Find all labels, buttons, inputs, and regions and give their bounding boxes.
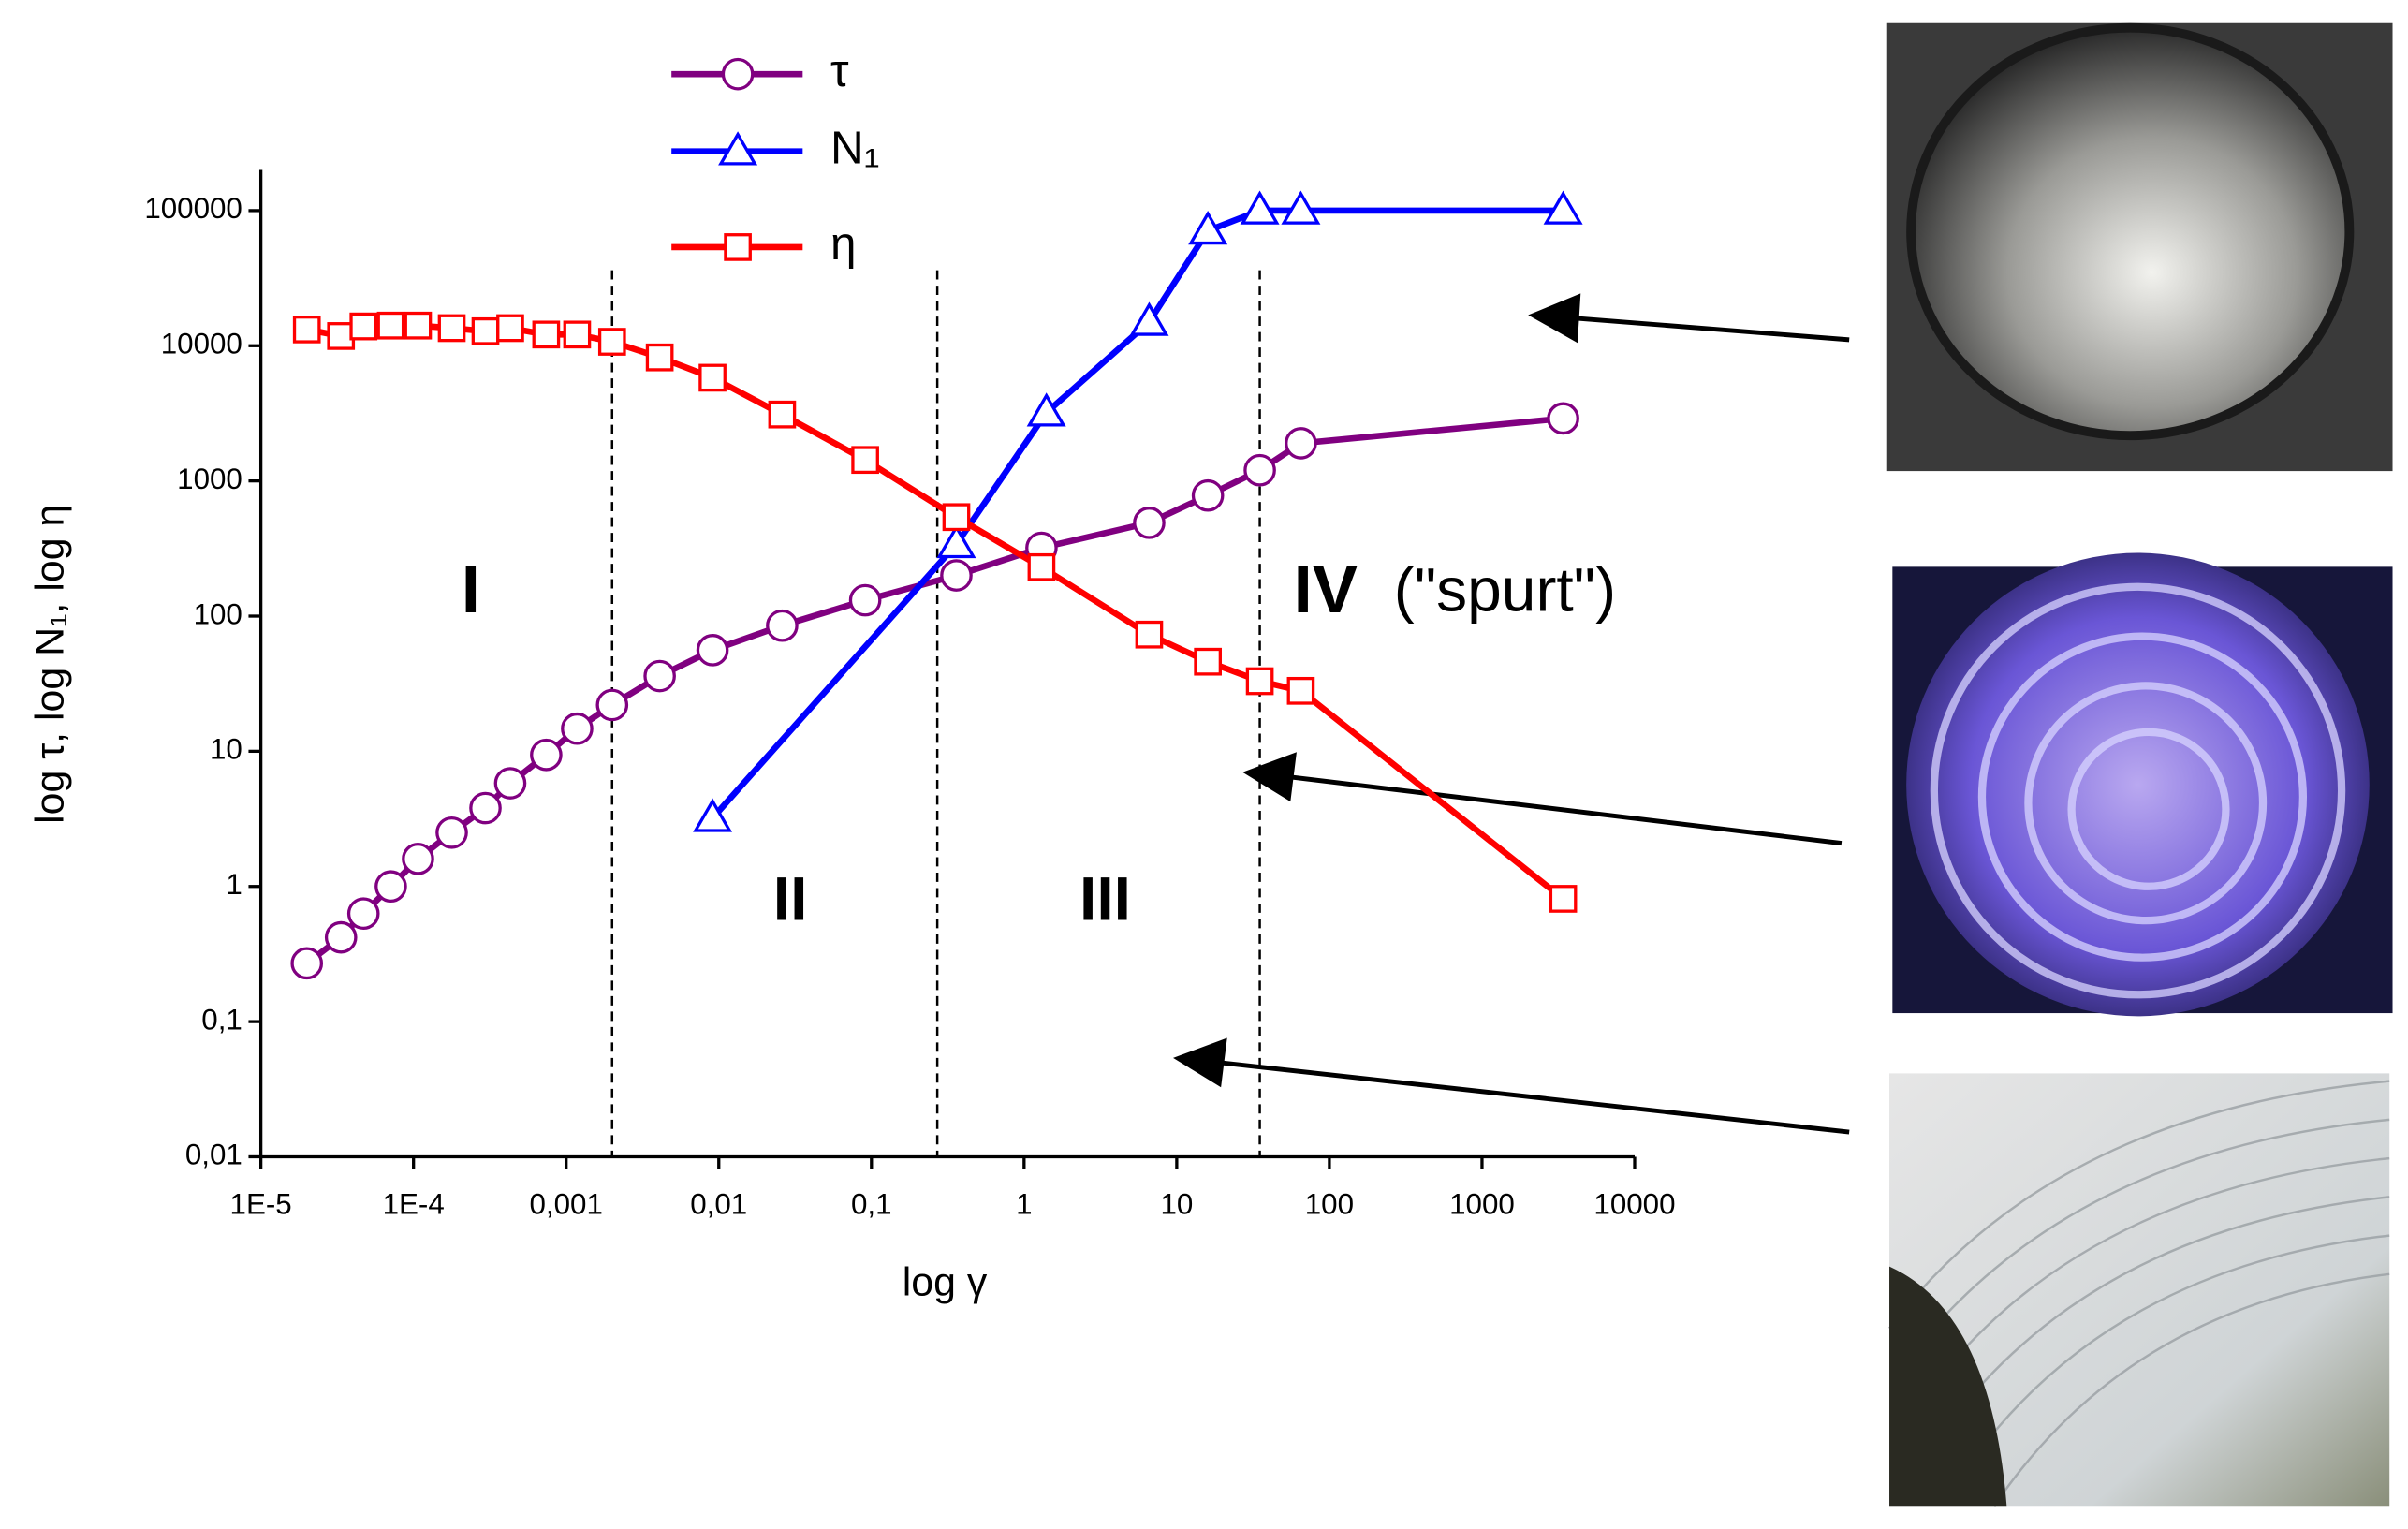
marker (721, 57, 755, 91)
y-tick-label: 0,1 (201, 1003, 242, 1036)
marker (1188, 210, 1228, 245)
arrowhead (1242, 752, 1297, 802)
photos (1886, 22, 2393, 1507)
marker (349, 312, 378, 341)
marker (1027, 552, 1056, 581)
region-label: II (773, 863, 808, 933)
marker (374, 870, 407, 904)
marker (435, 816, 468, 849)
marker (645, 343, 674, 372)
marker (324, 920, 358, 954)
arrow (1219, 1060, 1850, 1135)
x-tick-label: 0,001 (530, 1188, 603, 1221)
marker (696, 634, 729, 667)
marker (1135, 620, 1164, 649)
marker (693, 798, 733, 832)
y-tick-label: 100000 (144, 192, 242, 225)
marker (595, 688, 629, 722)
x-tick-label: 1E-4 (383, 1188, 445, 1221)
x-tick-label: 1 (1016, 1188, 1032, 1221)
photo-detail (1906, 22, 2355, 441)
y-tick-label: 1 (226, 868, 242, 901)
x-tick-label: 10000 (1593, 1188, 1675, 1221)
x-tick-label: 100 (1305, 1188, 1354, 1221)
marker (1194, 647, 1222, 676)
marker (1549, 885, 1578, 913)
marker (848, 583, 882, 617)
y-tick-label: 1000 (177, 463, 242, 495)
arrowhead (1173, 1037, 1227, 1088)
marker (1240, 190, 1280, 225)
marker (851, 446, 879, 475)
marker (402, 842, 434, 875)
legend-label: η (830, 218, 857, 270)
marker (496, 314, 524, 343)
region-label: IV (1294, 551, 1358, 627)
marker (292, 316, 321, 344)
photo-detail (1888, 1080, 2390, 1507)
marker (1191, 478, 1225, 512)
marker (437, 314, 466, 343)
marker (1281, 190, 1321, 225)
marker (942, 503, 971, 532)
y-tick-label: 10000 (161, 328, 242, 360)
x-tick-label: 1E-5 (230, 1188, 292, 1221)
marker (597, 328, 626, 356)
y-tick-label: 100 (194, 597, 242, 630)
marker (1543, 190, 1583, 225)
marker (1129, 301, 1169, 336)
marker (936, 523, 976, 559)
arrow (1574, 316, 1850, 343)
marker (1133, 507, 1166, 539)
marker (1286, 676, 1315, 705)
marker (532, 320, 561, 349)
y-tick-label: 10 (210, 733, 242, 766)
marker (290, 947, 324, 980)
y-axis-label: log τ, log N₁, log η (27, 505, 72, 824)
marker (766, 609, 799, 642)
region-label: I (462, 551, 480, 627)
legend-label: τ (830, 45, 849, 96)
marker (1026, 392, 1066, 427)
series-line (304, 415, 1564, 966)
marker (698, 363, 727, 392)
marker (940, 559, 973, 592)
marker (471, 316, 500, 345)
marker (563, 320, 592, 349)
arrow (1288, 774, 1843, 846)
marker (1245, 667, 1274, 696)
region-label: III (1079, 863, 1131, 933)
marker (561, 712, 594, 745)
marker (643, 659, 676, 693)
marker (376, 311, 405, 340)
x-axis-label: log γ (903, 1260, 988, 1305)
marker (346, 897, 380, 931)
marker (469, 791, 502, 825)
marker (493, 767, 527, 800)
y-tick-label: 0,01 (185, 1139, 242, 1171)
arrows (1173, 293, 1850, 1135)
photo-detail (1930, 582, 2346, 999)
region-label: ("spurt") (1394, 554, 1616, 624)
x-tick-label: 0,1 (851, 1188, 892, 1221)
marker (718, 131, 758, 166)
arrowhead (1528, 293, 1581, 344)
x-tick-label: 0,01 (690, 1188, 747, 1221)
x-tick-label: 1000 (1449, 1188, 1515, 1221)
marker (530, 738, 563, 772)
x-tick-label: 10 (1160, 1188, 1193, 1221)
marker (1285, 427, 1317, 460)
marker (1547, 402, 1579, 435)
marker (404, 311, 433, 340)
legend-label: N₁ (830, 123, 879, 174)
marker (327, 322, 356, 350)
marker (724, 233, 752, 261)
marker (768, 400, 797, 429)
photo-detail (1889, 1266, 2007, 1507)
marker (1243, 453, 1276, 487)
